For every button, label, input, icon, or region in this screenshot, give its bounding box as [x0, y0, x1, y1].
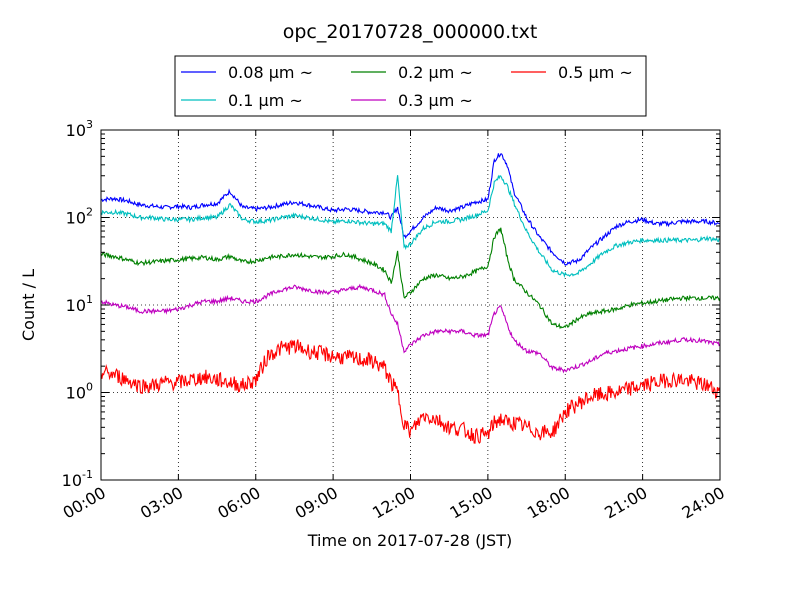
legend-entry: 0.1 μm ~ [181, 91, 303, 110]
series-line [100, 339, 721, 444]
legend-label: 0.08 μm ~ [228, 63, 313, 82]
legend-entry: 0.5 μm ~ [511, 63, 633, 82]
chart-title: opc_20170728_000000.txt [283, 21, 538, 43]
series-line [100, 227, 721, 330]
series-line [100, 174, 721, 278]
y-tick-label: 102 [66, 206, 93, 228]
series-line [100, 283, 721, 374]
legend-label: 0.2 μm ~ [398, 63, 473, 82]
legend-entry: 0.3 μm ~ [351, 91, 473, 110]
y-tick-label: 10-1 [62, 468, 93, 490]
legend-label: 0.3 μm ~ [398, 91, 473, 110]
legend-entry: 0.2 μm ~ [351, 63, 473, 82]
x-tick-label: 09:00 [292, 483, 341, 523]
x-tick-label: 18:00 [524, 483, 573, 523]
legend: 0.08 μm ~ 0.2 μm ~ 0.5 μm ~ 0.1 μm ~ 0.3 μm … [174, 55, 647, 117]
x-tick-label: 03:00 [137, 483, 186, 523]
x-axis-label: Time on 2017-07-28 (JST) [307, 531, 512, 550]
y-tick-labels: 10-1 100 101 102 103 [62, 118, 93, 490]
ticks [100, 129, 721, 481]
y-axis-label: Count / L [19, 269, 38, 341]
y-tick-label: 100 [66, 381, 93, 403]
legend-label: 0.5 μm ~ [558, 63, 633, 82]
y-tick-label: 101 [66, 293, 93, 315]
x-tick-label: 21:00 [601, 483, 650, 523]
x-tick-label: 15:00 [446, 483, 495, 523]
y-tick-label: 103 [66, 118, 93, 140]
x-tick-label: 06:00 [214, 483, 263, 523]
series-line [100, 153, 721, 266]
series-lines [100, 153, 721, 444]
x-tick-labels: 00:00 03:00 06:00 09:00 12:00 15:00 18:00 21:00… [60, 483, 728, 523]
x-tick-label: 24:00 [679, 483, 728, 523]
x-tick-label: 12:00 [369, 483, 418, 523]
legend-label: 0.1 μm ~ [228, 91, 303, 110]
legend-entry: 0.08 μm ~ [181, 63, 313, 82]
legend-box [174, 55, 647, 117]
